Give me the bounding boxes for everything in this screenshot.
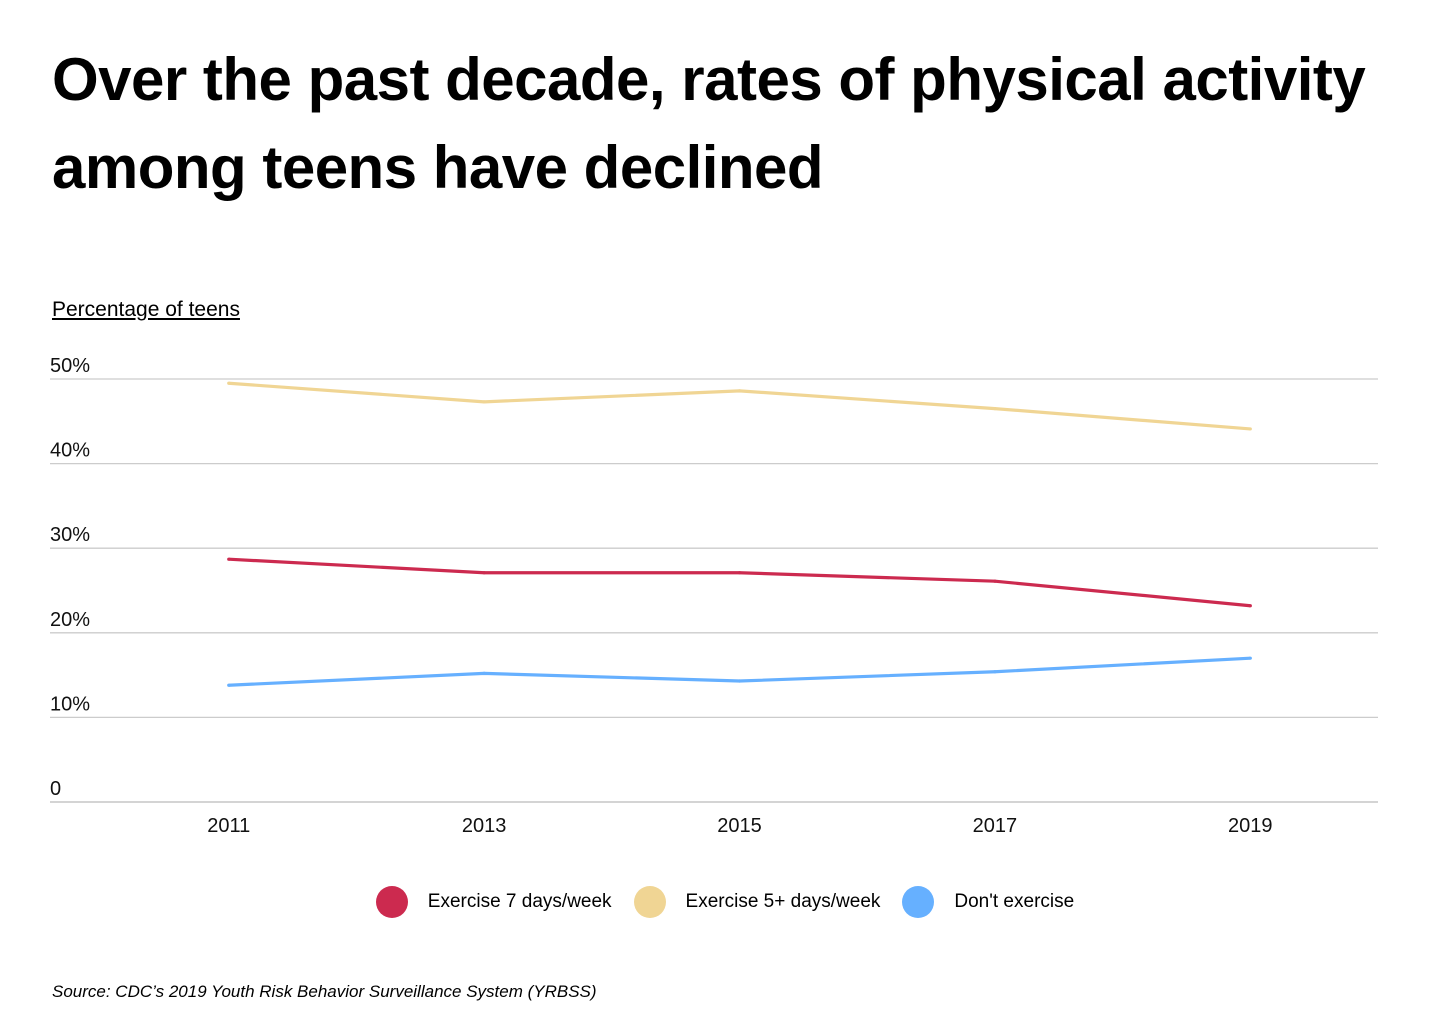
y-tick-label: 30% bbox=[50, 524, 90, 546]
legend-item: Exercise 5+ days/week bbox=[633, 886, 881, 918]
x-tick-label: 2017 bbox=[973, 815, 1018, 837]
x-tick-label: 2015 bbox=[717, 815, 762, 837]
data-point bbox=[227, 557, 231, 561]
legend-item: Exercise 7 days/week bbox=[375, 886, 612, 918]
legend-swatch bbox=[902, 886, 935, 918]
data-point bbox=[993, 670, 997, 674]
x-tick-label: 2019 bbox=[1228, 815, 1273, 837]
source-note: Source: CDC’s 2019 Youth Risk Behavior S… bbox=[52, 982, 597, 1001]
data-point bbox=[482, 671, 486, 676]
legend-label: Exercise 5+ days/week bbox=[685, 891, 881, 912]
y-tick-label: 40% bbox=[50, 440, 90, 462]
y-tick-label: 10% bbox=[50, 693, 90, 715]
data-point bbox=[1248, 427, 1252, 431]
series-line bbox=[228, 557, 1251, 608]
data-point bbox=[482, 571, 486, 575]
data-point bbox=[1248, 656, 1252, 660]
data-point bbox=[737, 389, 742, 393]
data-point bbox=[1248, 604, 1252, 608]
legend: Exercise 7 days/week Exercise 5+ days/wee… bbox=[0, 886, 1450, 918]
x-tick-label: 2013 bbox=[462, 815, 507, 837]
legend-label: Don't exercise bbox=[954, 891, 1075, 912]
data-point bbox=[993, 579, 997, 583]
y-tick-label: 20% bbox=[50, 609, 90, 631]
data-point bbox=[737, 679, 742, 683]
y-axis-label: Percentage of teens bbox=[52, 298, 240, 321]
data-point bbox=[482, 400, 486, 404]
chart-title: Over the past decade, rates of physical … bbox=[52, 46, 1366, 201]
data-point bbox=[227, 381, 231, 385]
data-point bbox=[993, 407, 997, 411]
legend-swatch bbox=[375, 886, 408, 918]
legend-item: Don't exercise bbox=[902, 886, 1074, 918]
y-tick-label: 0 bbox=[50, 778, 61, 800]
legend-label: Exercise 7 days/week bbox=[427, 891, 612, 912]
legend-swatch bbox=[633, 886, 666, 918]
data-point bbox=[227, 683, 231, 687]
x-tick-label: 2011 bbox=[207, 815, 250, 837]
data-point bbox=[737, 571, 742, 575]
y-tick-label: 50% bbox=[50, 355, 90, 377]
